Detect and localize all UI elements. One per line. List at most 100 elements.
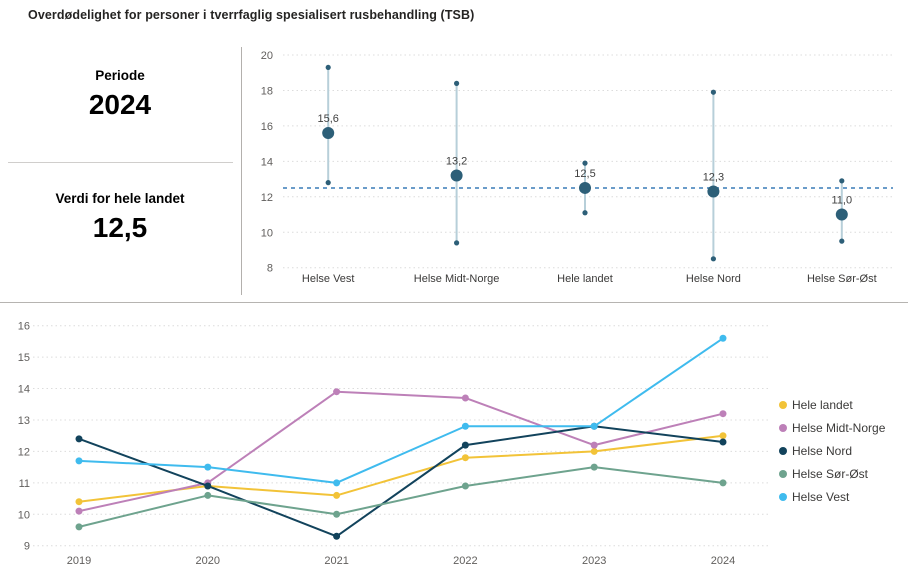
- y-axis-tick-label: 16: [261, 121, 273, 133]
- summary-panel: Periode 2024 Verdi for hele landet 12,5: [0, 40, 240, 302]
- data-point-dot[interactable]: [75, 523, 83, 531]
- category-label: Helse Sør-Øst: [807, 273, 877, 285]
- trend-line[interactable]: [78, 466, 724, 528]
- trend-line[interactable]: [78, 337, 724, 484]
- data-point-dot[interactable]: [590, 463, 598, 471]
- data-point-dot[interactable]: [461, 482, 469, 490]
- data-point-dot[interactable]: [204, 463, 212, 471]
- lower-bound-dot[interactable]: [454, 240, 460, 246]
- legend-label: Helse Vest: [792, 489, 850, 504]
- section-divider: [0, 302, 908, 303]
- legend-item[interactable]: Helse Midt-Norge: [779, 416, 885, 439]
- legend-label: Hele landet: [792, 397, 853, 412]
- data-point-dot[interactable]: [333, 479, 341, 487]
- panel-divider: [8, 162, 233, 163]
- value-label: 12,3: [703, 171, 724, 183]
- data-point-dot[interactable]: [719, 479, 727, 487]
- upper-bound-dot[interactable]: [454, 80, 460, 86]
- data-point-dot[interactable]: [75, 457, 83, 465]
- mean-dot[interactable]: [450, 169, 463, 182]
- verdi-value: 12,5: [92, 212, 148, 243]
- lower-bound-dot[interactable]: [325, 180, 331, 186]
- bottom-section: 16 15 14 13 12 11 10 9 2019 2020 2021 2022 2023 2024 …: [0, 303, 908, 575]
- legend-dot-icon: [779, 492, 787, 501]
- y-axis-tick-label: 20: [261, 50, 273, 62]
- legend-label: Helse Nord: [792, 443, 853, 458]
- report-title: Overdødelighet for personer i tverrfagli…: [28, 8, 475, 22]
- data-point-dot[interactable]: [590, 441, 598, 449]
- lower-bound-dot[interactable]: [582, 210, 588, 216]
- y-axis-tick-label: 15: [18, 352, 30, 364]
- data-point-dot[interactable]: [461, 394, 469, 402]
- y-axis-tick-label: 9: [24, 541, 30, 553]
- data-point-dot[interactable]: [719, 432, 727, 440]
- x-axis-tick-label: 2023: [582, 555, 606, 567]
- data-point-dot[interactable]: [719, 410, 727, 418]
- y-axis-tick-label: 13: [18, 415, 30, 427]
- data-point-dot[interactable]: [590, 422, 598, 430]
- mean-dot[interactable]: [579, 181, 591, 194]
- trend-line[interactable]: [78, 425, 724, 538]
- lower-bound-dot[interactable]: [710, 256, 716, 262]
- legend-item[interactable]: Helse Nord: [779, 439, 885, 462]
- category-label: Helse Midt-Norge: [414, 273, 500, 285]
- x-axis-tick-label: 2019: [67, 555, 91, 567]
- trend-line[interactable]: [78, 434, 724, 503]
- y-axis-tick-label: 18: [261, 85, 273, 97]
- trend-line-chart[interactable]: 16 15 14 13 12 11 10 9 2019 2020 2021 2022 2023 2024: [0, 303, 780, 575]
- mean-dot[interactable]: [322, 126, 335, 139]
- y-axis-tick-label: 8: [267, 263, 273, 275]
- data-point-dot[interactable]: [461, 441, 469, 449]
- y-axis-tick-label: 12: [18, 446, 30, 458]
- legend-item[interactable]: Helse Vest: [779, 485, 885, 508]
- upper-bound-dot[interactable]: [839, 178, 845, 184]
- x-axis-tick-label: 2024: [711, 555, 735, 567]
- data-point-dot[interactable]: [333, 491, 341, 499]
- data-point-dot[interactable]: [204, 491, 212, 499]
- error-bar-chart[interactable]: 20 18 16 14 12 10 8 15,6 Helse Vest 13,2 Helse Mid…: [243, 40, 908, 302]
- upper-bound-dot[interactable]: [325, 64, 331, 71]
- data-point-dot[interactable]: [719, 334, 727, 342]
- data-point-dot[interactable]: [333, 510, 341, 518]
- data-point-dot[interactable]: [204, 482, 212, 490]
- data-point-dot[interactable]: [75, 498, 83, 506]
- data-point-dot[interactable]: [719, 438, 727, 446]
- value-label: 11,0: [832, 195, 853, 207]
- legend-label: Helse Midt-Norge: [792, 420, 886, 435]
- top-section: Periode 2024 Verdi for hele landet 12,5 …: [0, 40, 908, 302]
- verdi-card: Verdi for hele landet 12,5: [0, 191, 240, 244]
- data-point-dot[interactable]: [75, 507, 83, 515]
- y-axis-tick-label: 10: [18, 509, 30, 521]
- vertical-divider: [241, 47, 242, 295]
- upper-bound-dot[interactable]: [710, 89, 716, 95]
- lower-bound-dot[interactable]: [839, 238, 845, 244]
- y-axis-tick-label: 14: [18, 384, 30, 396]
- legend-item[interactable]: Helse Sør-Øst: [779, 462, 885, 485]
- x-axis-tick-label: 2020: [196, 555, 220, 567]
- mean-dot[interactable]: [835, 208, 848, 221]
- data-point-dot[interactable]: [333, 532, 341, 540]
- upper-bound-dot[interactable]: [582, 160, 588, 166]
- periode-value: 2024: [88, 89, 152, 120]
- legend-dot-icon: [779, 469, 787, 478]
- x-axis-tick-label: 2022: [453, 555, 477, 567]
- legend-label: Helse Sør-Øst: [792, 466, 869, 481]
- data-point-dot[interactable]: [75, 435, 83, 443]
- periode-card: Periode 2024: [0, 68, 240, 121]
- legend-item[interactable]: Hele landet: [779, 393, 885, 416]
- data-point-dot[interactable]: [461, 454, 469, 462]
- mean-dot[interactable]: [707, 185, 720, 198]
- value-label: 12,5: [574, 168, 595, 180]
- data-point-dot[interactable]: [590, 447, 598, 455]
- y-axis-tick-label: 12: [261, 192, 273, 204]
- data-point-dot[interactable]: [461, 422, 469, 430]
- data-point-dot[interactable]: [333, 388, 341, 396]
- y-axis-tick-label: 10: [261, 227, 273, 239]
- trend-line[interactable]: [78, 390, 724, 513]
- periode-label: Periode: [95, 68, 145, 83]
- value-label: 15,6: [317, 113, 338, 125]
- value-label: 13,2: [446, 156, 467, 168]
- verdi-label: Verdi for hele landet: [55, 191, 185, 206]
- chart-legend: Hele landet Helse Midt-Norge Helse Nord Hel…: [779, 393, 885, 508]
